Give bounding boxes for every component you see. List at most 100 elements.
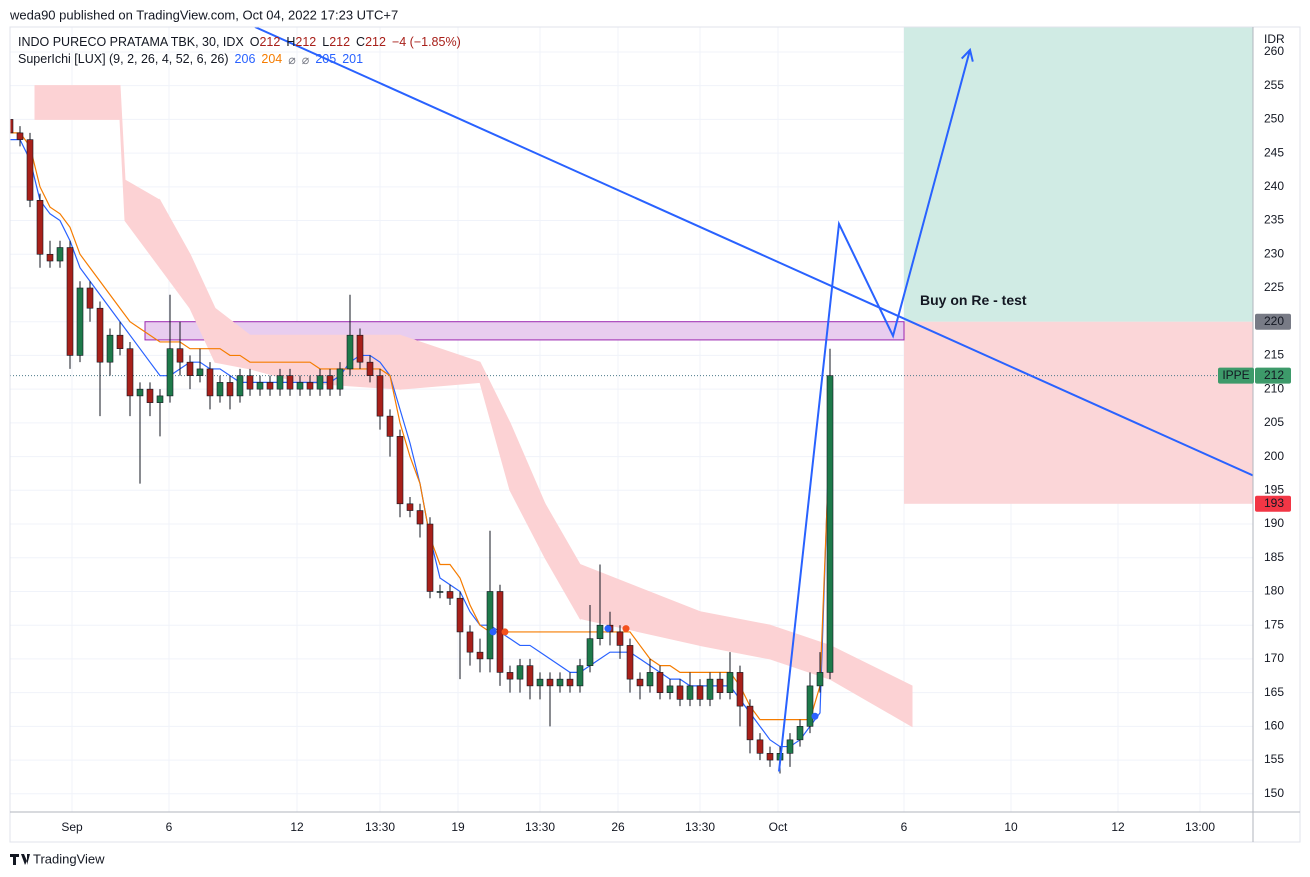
plot-area: [10, 27, 1253, 812]
indicator-title: SuperIchi [LUX] (9, 2, 26, 4, 52, 6, 26): [18, 52, 229, 66]
candle-body: [316, 375, 324, 390]
cloud-segment: [159, 198, 191, 310]
candle-body: [26, 139, 34, 201]
candle-body: [386, 415, 394, 437]
candle-body: [506, 672, 514, 680]
candle-body: [566, 678, 574, 687]
indicator-line: [10, 132, 831, 721]
footer: TradingView: [33, 851, 105, 866]
price-tag: [1255, 367, 1291, 384]
currency: IDR: [1264, 32, 1285, 46]
candle-body: [16, 132, 24, 140]
candle-body: [636, 678, 644, 687]
x-tick-label: 19: [451, 820, 465, 834]
x-tick-label: 6: [166, 820, 173, 834]
frame: [9, 26, 1301, 843]
x-tick-label: 13:00: [1185, 820, 1215, 834]
candle-body: [786, 739, 794, 754]
candle-body: [376, 375, 384, 417]
candle-body: [666, 685, 674, 693]
logo: [10, 854, 30, 865]
candle-body: [616, 631, 624, 646]
candle-body: [706, 678, 714, 700]
y-tick-label: 185: [1264, 550, 1284, 564]
candle-body: [226, 382, 234, 397]
ohlc-label: O: [249, 35, 260, 49]
x-tick-label: 6: [901, 820, 908, 834]
candle-body: [356, 334, 364, 363]
y-tick-label: 245: [1264, 145, 1284, 159]
signal: [622, 625, 630, 633]
signal: [811, 712, 819, 720]
candle-body: [136, 388, 144, 397]
x-tick-label: 13:30: [525, 820, 555, 834]
y-tick-label: 240: [1264, 179, 1284, 193]
y-tick-label: 235: [1264, 213, 1284, 227]
candle-body: [176, 348, 184, 363]
cloud-segment: [189, 254, 216, 363]
candle-body: [46, 253, 54, 262]
x-tick-label: 12: [290, 820, 304, 834]
ohlc-value: 212: [329, 35, 351, 49]
candle-body: [326, 375, 334, 390]
candle-body: [96, 307, 104, 363]
ohlc-item: L212: [322, 35, 350, 49]
candle-body: [826, 375, 834, 673]
candle-body: [236, 375, 244, 397]
y-tick-label: 180: [1264, 584, 1284, 598]
price-tag: [1255, 495, 1291, 512]
candle-body: [676, 685, 684, 700]
signal: [604, 625, 612, 633]
y-tick-label: 200: [1264, 449, 1284, 463]
arrowhead: [960, 47, 974, 62]
candle-body: [756, 739, 764, 754]
price-tag-label: 212: [1264, 368, 1284, 382]
price-tag: [1255, 313, 1291, 330]
y-tick-label: 215: [1264, 348, 1284, 362]
candle-body: [86, 287, 94, 309]
candle-body: [716, 678, 724, 693]
candle-body: [536, 678, 544, 687]
signal: [501, 628, 509, 636]
ohlc-label: L: [322, 35, 330, 49]
candle-body: [546, 678, 554, 687]
y-tick-label: 205: [1264, 415, 1284, 429]
y-tick-label: 150: [1264, 786, 1284, 800]
cloud-segment: [34, 85, 121, 120]
candle-body: [66, 247, 74, 356]
cloud-segment: [699, 611, 771, 660]
candle-body: [796, 726, 804, 741]
candle-body: [106, 334, 114, 363]
candle-body: [426, 523, 434, 592]
candle-body: [656, 672, 664, 693]
y-tick-label: 260: [1264, 44, 1284, 58]
candle-body: [406, 503, 414, 511]
candle-body: [556, 678, 564, 687]
candle-body: [816, 672, 824, 687]
header: weda90 published on TradingView.com, Oct…: [9, 7, 398, 22]
candle-body: [366, 361, 374, 376]
ohlc-value: 212: [295, 35, 317, 49]
indicator-value: 205: [315, 52, 337, 66]
candle-body: [446, 591, 454, 599]
candle-body: [436, 591, 444, 593]
candle-body: [696, 685, 704, 700]
ohlc-item: C212: [356, 35, 386, 49]
cloud-segment: [829, 644, 913, 728]
candle-body: [266, 382, 274, 390]
candle-body: [416, 510, 424, 525]
candle-body: [806, 685, 814, 727]
zone: [904, 27, 1253, 322]
cloud-segment: [544, 501, 581, 621]
x-tick-label: 12: [1111, 820, 1125, 834]
x-tick-label: Oct: [769, 820, 788, 834]
y-tick-label: 160: [1264, 719, 1284, 733]
candle-body: [726, 672, 734, 693]
candle-body: [686, 685, 694, 700]
legend-title: INDO PURECO PRATAMA TBK, 30, IDX: [18, 35, 244, 49]
trendline: [254, 27, 1253, 477]
candle-body: [186, 361, 194, 376]
trendline: [778, 49, 971, 772]
